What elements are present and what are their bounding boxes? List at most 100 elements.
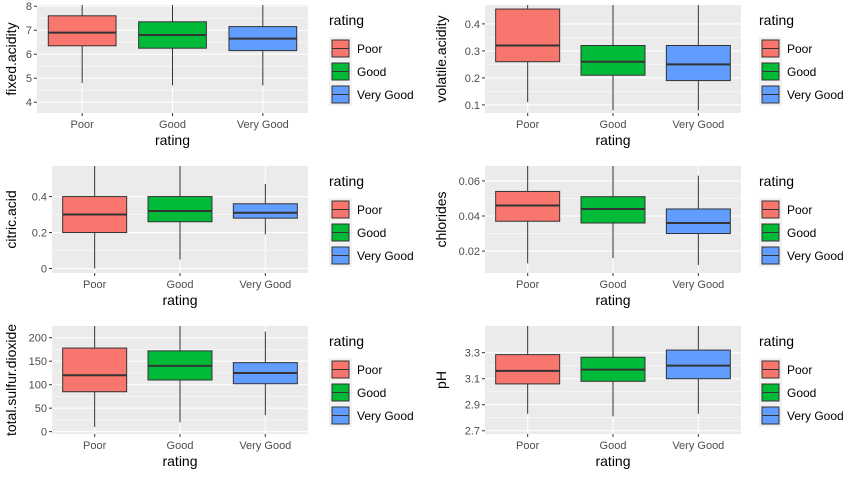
y-tick-label: 3.1	[465, 374, 480, 386]
legend-entry: Good	[787, 65, 816, 79]
y-tick-label: 100	[29, 380, 47, 392]
x-tick-label: Very Good	[239, 440, 291, 452]
x-tick-label: Very Good	[672, 119, 724, 131]
box-Very Good	[665, 349, 731, 380]
x-tick-label: Very Good	[239, 279, 291, 291]
panel-fixed.acidity: 4 5 6 7 8 Poor Good Very Good rating fixed.acidit…	[3, 1, 414, 148]
x-tick-label: Poor	[516, 440, 540, 452]
x-tick-label: Good	[600, 119, 627, 131]
x-tick-label: Good	[159, 119, 186, 131]
x-tick-label: Very Good	[237, 119, 289, 131]
y-axis-title: fixed.acidity	[3, 22, 19, 95]
legend-title: rating	[329, 333, 364, 349]
x-tick-label: Good	[600, 279, 627, 291]
y-tick-label: 0.3	[465, 46, 480, 58]
y-tick-label: 0.4	[465, 19, 480, 31]
y-axis-title: total.sulfur.dioxide	[3, 324, 19, 436]
y-axis-title: volatile.acidity	[433, 15, 449, 102]
legend: rating Poor Good Very Good	[759, 173, 844, 267]
legend-entry: Very Good	[357, 249, 414, 263]
x-tick-label: Good	[167, 279, 194, 291]
box-Poor	[495, 8, 561, 63]
legend-entry: Poor	[787, 203, 812, 217]
legend-entry: Very Good	[357, 88, 414, 102]
y-tick-label: 0.04	[459, 211, 480, 223]
y-tick-label: 4	[26, 97, 32, 109]
legend-entry: Poor	[787, 42, 812, 56]
x-tick-label: Poor	[516, 279, 540, 291]
x-tick-label: Very Good	[672, 440, 724, 452]
legend-entry: Good	[357, 226, 386, 240]
x-tick-label: Very Good	[672, 279, 724, 291]
box-Very Good	[665, 45, 731, 82]
y-axis-title: pH	[433, 371, 449, 389]
x-axis-title: rating	[162, 292, 197, 308]
legend-entry: Very Good	[787, 249, 844, 263]
legend-entry: Good	[787, 226, 816, 240]
legend-entry: Good	[357, 386, 386, 400]
y-tick-label: 0.2	[465, 73, 480, 85]
legend-entry: Poor	[787, 363, 812, 377]
x-tick-label: Good	[600, 440, 627, 452]
legend-entry: Good	[357, 65, 386, 79]
legend-entry: Very Good	[357, 409, 414, 423]
y-tick-label: 3.3	[465, 348, 480, 360]
y-tick-label: 2.7	[465, 426, 480, 438]
panel-volatile.acidity: 0.1 0.2 0.3 0.4 Poor Good Very Good rating volat…	[433, 5, 844, 148]
x-axis-title: rating	[595, 132, 630, 148]
legend: rating Poor Good Very Good	[329, 12, 414, 106]
x-tick-label: Poor	[71, 119, 95, 131]
legend-entry: Very Good	[787, 88, 844, 102]
panel-citric.acid: 0 0.2 0.4 Poor Good Very Good rating citric.aci…	[3, 166, 414, 308]
y-tick-label: 0	[41, 427, 47, 439]
x-axis-title: rating	[595, 453, 630, 469]
x-axis-title: rating	[155, 132, 190, 148]
y-tick-label: 5	[26, 73, 32, 85]
x-axis-title: rating	[162, 453, 197, 469]
legend-title: rating	[759, 333, 794, 349]
x-tick-label: Poor	[516, 119, 540, 131]
box-Good	[580, 45, 646, 76]
y-tick-label: 0.06	[459, 176, 480, 188]
box-Poor	[47, 15, 117, 47]
legend-title: rating	[329, 12, 364, 28]
legend: rating Poor Good Very Good	[329, 173, 414, 267]
y-tick-label: 0.2	[32, 228, 47, 240]
legend-entry: Very Good	[787, 409, 844, 423]
y-tick-label: 0.4	[32, 192, 47, 204]
box-Very Good	[232, 203, 298, 219]
legend-title: rating	[329, 173, 364, 189]
legend-entry: Poor	[357, 363, 382, 377]
x-axis-title: rating	[595, 292, 630, 308]
legend-entry: Poor	[357, 42, 382, 56]
y-tick-label: 0.02	[459, 246, 480, 258]
y-tick-label: 0.1	[465, 100, 480, 112]
y-tick-label: 50	[35, 403, 47, 415]
box-Poor	[62, 347, 128, 393]
y-axis-title: citric.acid	[3, 190, 19, 248]
panel-total.sulfur.dioxide: 0 50 100 150 200 Poor Good Very Good rating total…	[3, 324, 414, 469]
legend: rating Poor Good Very Good	[329, 333, 414, 427]
y-tick-label: 7	[26, 25, 32, 37]
legend-entry: Good	[787, 386, 816, 400]
box-Good	[147, 196, 213, 223]
y-axis-title: chlorides	[433, 191, 449, 247]
y-tick-label: 2.9	[465, 400, 480, 412]
legend: rating Poor Good Very Good	[759, 333, 844, 427]
y-tick-label: 8	[26, 1, 32, 13]
y-tick-label: 150	[29, 356, 47, 368]
legend-entry: Poor	[357, 203, 382, 217]
x-tick-label: Poor	[83, 440, 107, 452]
x-tick-label: Good	[167, 440, 194, 452]
panel-chlorides: 0.02 0.04 0.06 Poor Good Very Good rating chlor…	[433, 166, 844, 308]
box-Poor	[495, 354, 561, 385]
box-Very Good	[665, 208, 731, 235]
y-tick-label: 0	[41, 264, 47, 276]
panel-pH: 2.7 2.9 3.1 3.3 Poor Good Very Good rating pH rat…	[433, 326, 844, 469]
x-tick-label: Poor	[83, 279, 107, 291]
legend-title: rating	[759, 12, 794, 28]
y-tick-label: 6	[26, 49, 32, 61]
legend: rating Poor Good Very Good	[759, 12, 844, 106]
y-tick-label: 200	[29, 333, 47, 345]
